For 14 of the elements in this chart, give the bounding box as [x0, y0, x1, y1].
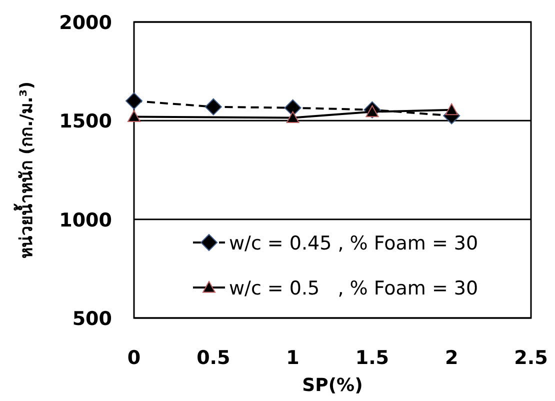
y-tick-label: 1500: [59, 110, 112, 133]
y-tick-label: 2000: [59, 12, 112, 34]
legend-label: w/c = 0.5 , % Foam = 30: [229, 278, 478, 300]
legend-label: w/c = 0.45 , % Foam = 30: [229, 232, 478, 254]
y-axis-title: หน่วยน้ำหนัก (กก./ม.³): [13, 81, 37, 259]
y-tick-label: 1000: [59, 209, 112, 232]
x-tick-label: 0: [127, 347, 141, 369]
x-tick-label: 2.5: [514, 347, 548, 369]
x-tick-label: 0.5: [196, 347, 230, 369]
x-tick-label: 1: [286, 347, 300, 369]
y-tick-label: 500: [72, 308, 112, 330]
x-tick-label: 2: [444, 347, 458, 369]
x-tick-label: 1.5: [355, 347, 390, 369]
x-axis-title: SP(%): [302, 375, 363, 396]
